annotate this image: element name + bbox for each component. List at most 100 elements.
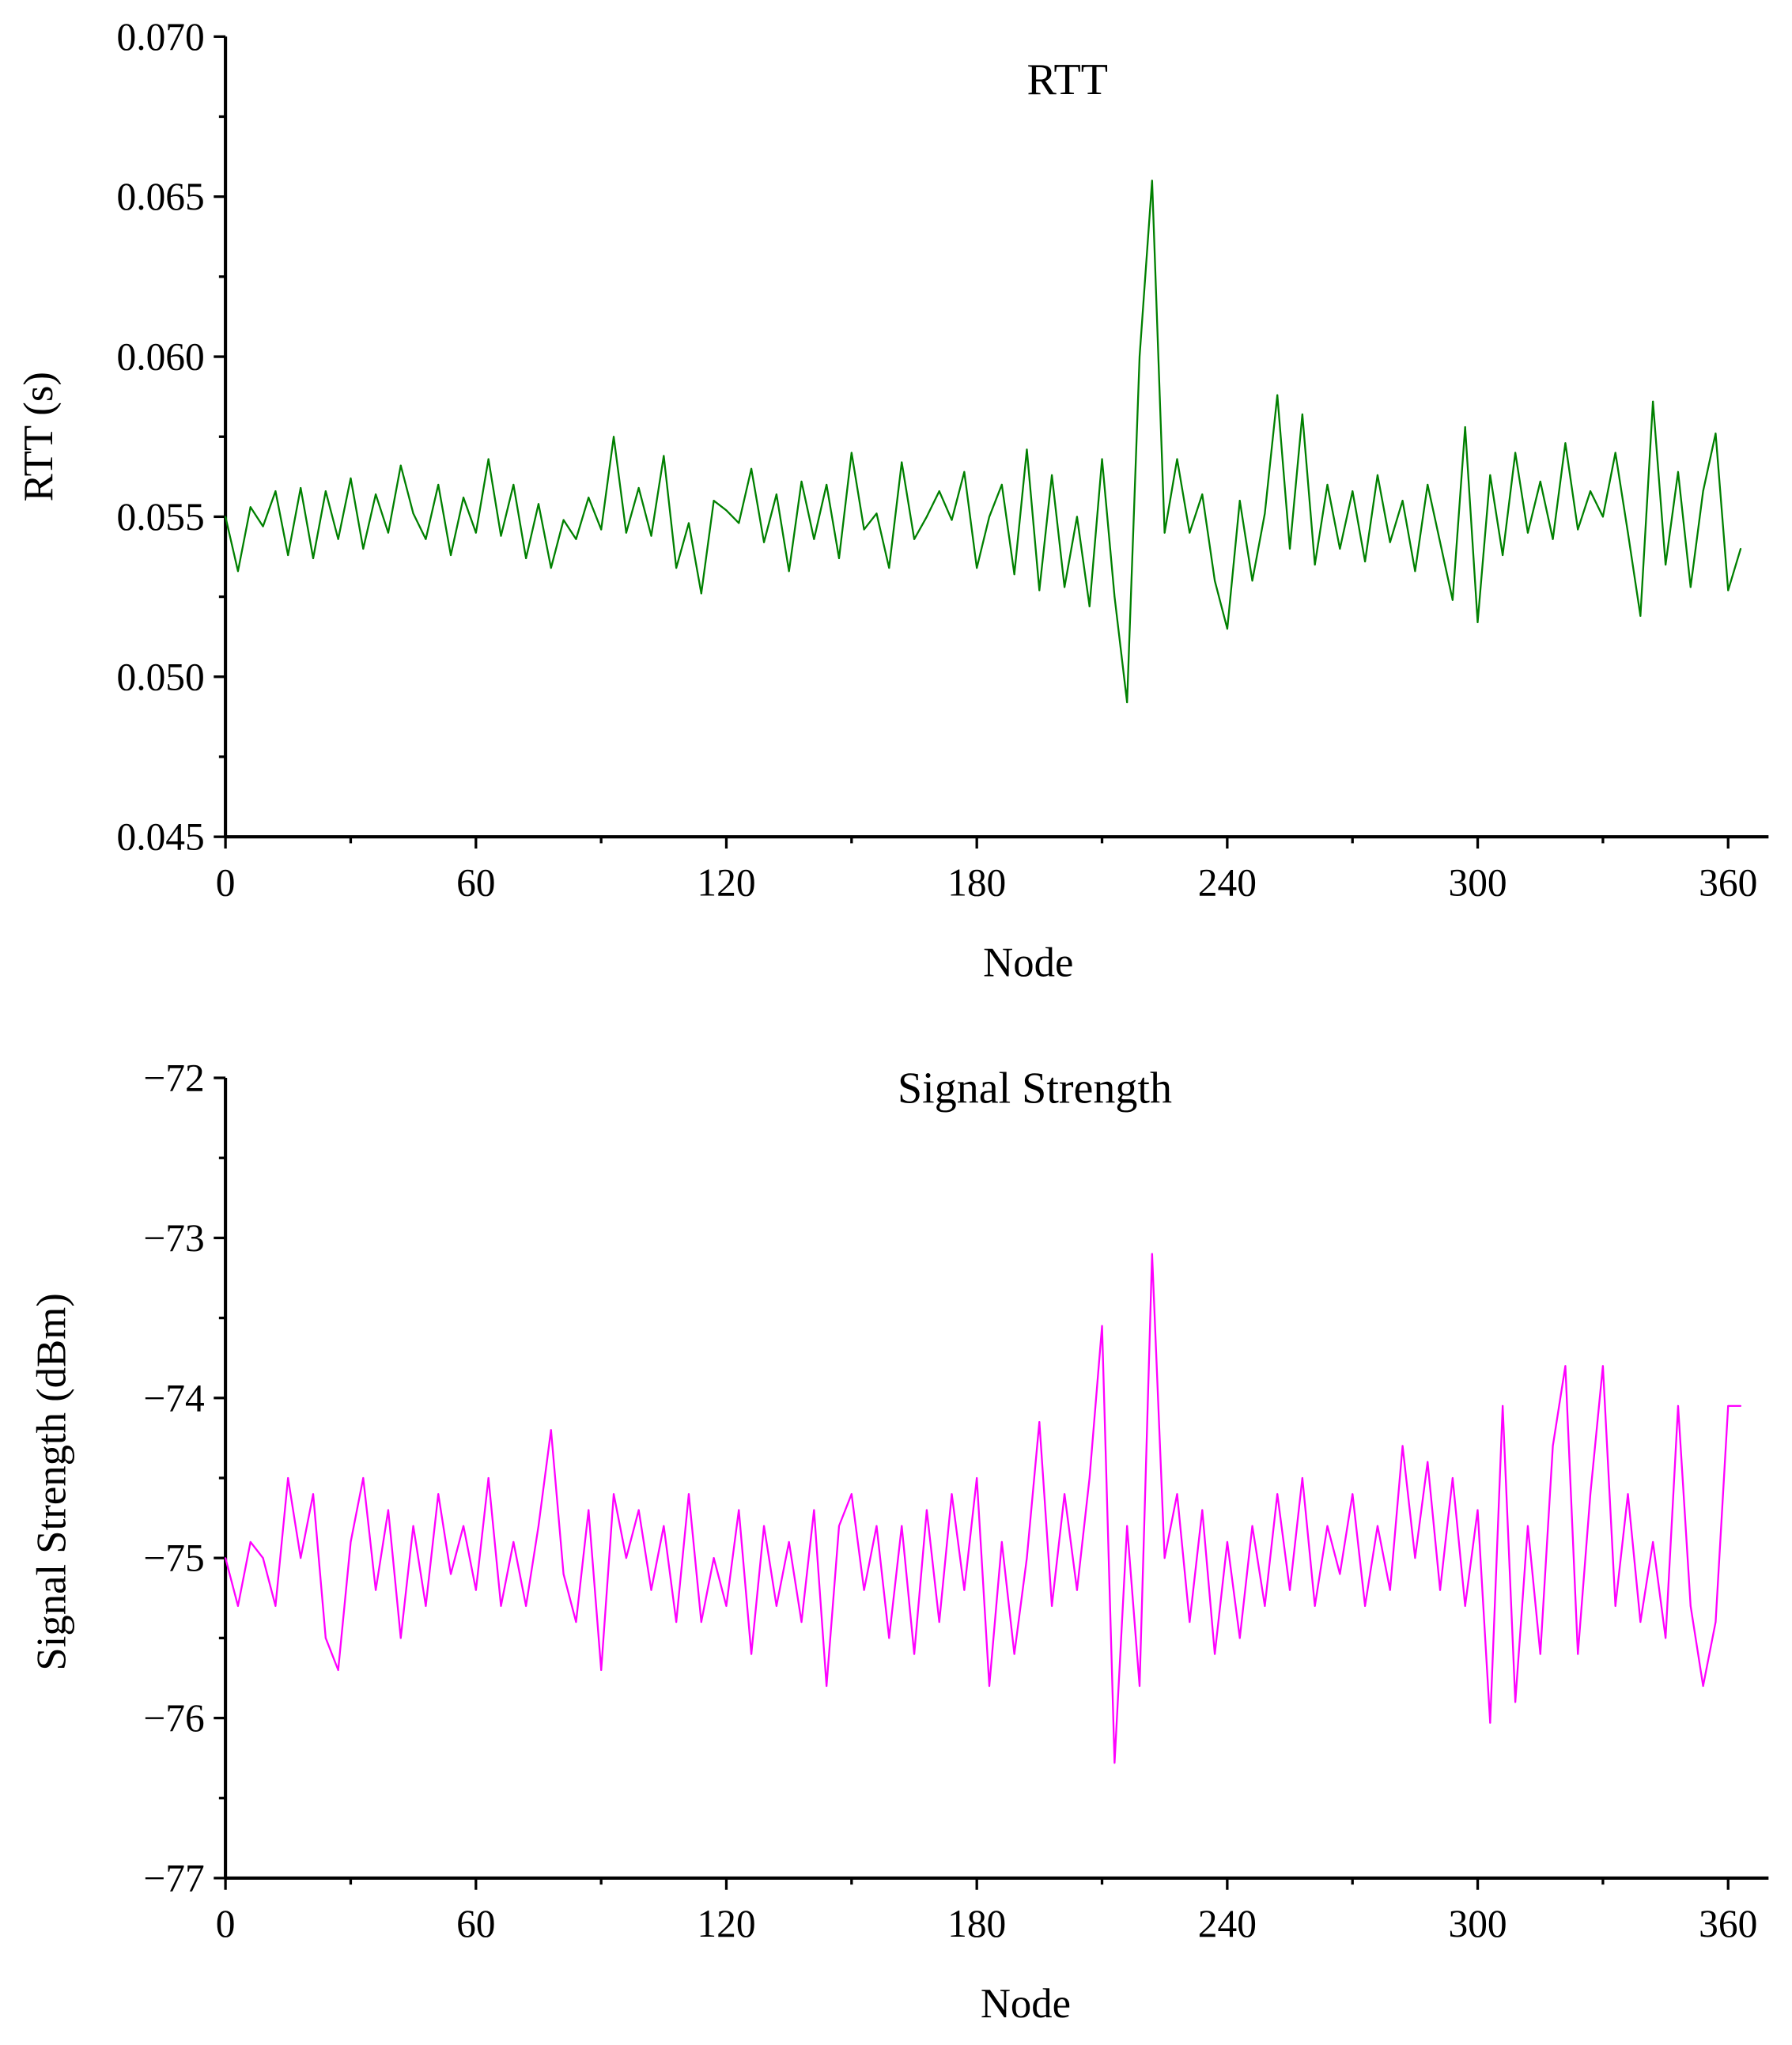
data-point <box>1238 1637 1241 1639</box>
data-point <box>512 483 515 486</box>
data-point <box>1489 1722 1491 1724</box>
data-point <box>1476 621 1479 623</box>
data-point <box>1539 480 1541 482</box>
data-point <box>287 1476 289 1479</box>
data-point <box>1451 599 1454 601</box>
x-tick-label: 180 <box>947 860 1006 904</box>
y-tick-label: 0.070 <box>117 15 205 59</box>
data-point <box>300 486 302 489</box>
data-point <box>1314 1605 1316 1607</box>
x-axis-label: Node <box>981 1981 1071 2027</box>
data-point <box>1314 564 1316 566</box>
data-point <box>262 525 264 527</box>
chart-title: Signal Strength <box>898 1064 1172 1113</box>
data-point <box>1652 1540 1654 1543</box>
data-point <box>863 1589 865 1591</box>
data-point <box>1476 1509 1479 1511</box>
data-point <box>763 1525 765 1527</box>
data-point <box>951 1493 953 1495</box>
data-point <box>425 538 427 540</box>
data-point <box>1000 483 1003 486</box>
data-point <box>951 519 953 521</box>
data-point <box>474 1589 477 1591</box>
data-point <box>1639 1621 1642 1624</box>
y-tick-label: 0.050 <box>117 655 205 698</box>
data-point <box>474 531 477 534</box>
data-point <box>600 1669 603 1671</box>
data-point <box>600 528 603 531</box>
data-point <box>437 1493 440 1495</box>
data-point <box>412 512 414 515</box>
data-point <box>1051 1605 1053 1607</box>
data-point <box>913 538 915 540</box>
data-point <box>1401 1445 1404 1447</box>
data-point <box>425 1605 427 1607</box>
data-point <box>1151 180 1153 182</box>
data-point <box>1264 1605 1266 1607</box>
data-point <box>625 1557 627 1559</box>
data-point <box>1139 1685 1141 1688</box>
data-point <box>1439 1589 1442 1591</box>
data-point <box>1113 1762 1116 1764</box>
y-axis-label: RTT (s) <box>16 372 62 501</box>
y-tick-label: 0.055 <box>117 495 205 539</box>
data-point <box>1038 589 1041 592</box>
data-point <box>1101 458 1103 460</box>
data-point <box>450 554 452 556</box>
data-point <box>838 558 840 560</box>
data-point <box>687 1493 690 1495</box>
data-point <box>1727 589 1730 592</box>
data-point <box>487 458 490 460</box>
data-point <box>375 1589 377 1591</box>
data-point <box>1326 483 1329 486</box>
data-point <box>1189 1621 1191 1624</box>
data-point <box>337 538 339 540</box>
data-point <box>976 1476 978 1479</box>
data-point <box>337 1669 339 1671</box>
data-point <box>262 1557 264 1559</box>
data-point <box>1451 1476 1454 1479</box>
data-point <box>850 452 853 454</box>
data-point <box>1702 1685 1704 1688</box>
data-point <box>1702 490 1704 493</box>
data-point <box>1689 1605 1692 1607</box>
data-point <box>225 516 227 518</box>
data-point <box>838 1525 840 1527</box>
data-point <box>1364 561 1367 563</box>
data-point <box>687 522 690 524</box>
data-point <box>888 567 890 569</box>
data-point <box>362 1476 365 1479</box>
data-point <box>976 567 978 569</box>
data-point <box>1126 701 1129 704</box>
data-point <box>637 486 640 489</box>
data-point <box>1064 586 1066 588</box>
data-point <box>1514 1701 1517 1703</box>
series-line <box>224 1253 1741 1764</box>
data-point <box>362 547 365 550</box>
data-point <box>588 497 590 499</box>
data-point <box>562 1573 565 1575</box>
data-point <box>1139 356 1141 358</box>
data-point <box>1088 605 1091 607</box>
data-point <box>387 531 389 534</box>
data-point <box>1076 1589 1078 1591</box>
data-point <box>1189 531 1191 534</box>
data-point <box>537 503 539 505</box>
data-point <box>1627 1493 1629 1495</box>
data-point <box>1590 1493 1592 1495</box>
data-point <box>1163 531 1166 534</box>
data-point <box>1026 448 1028 451</box>
data-point <box>650 1589 652 1591</box>
data-point <box>637 1509 640 1511</box>
data-point <box>1176 458 1178 460</box>
data-point <box>1502 554 1504 556</box>
data-point <box>1577 528 1579 531</box>
data-point <box>1689 586 1692 588</box>
data-point <box>1464 1605 1466 1607</box>
data-point <box>1326 1525 1329 1527</box>
data-point <box>888 1637 890 1639</box>
data-point <box>1539 1653 1541 1655</box>
data-point <box>675 567 678 569</box>
x-tick-label: 0 <box>216 1902 236 1945</box>
data-point <box>763 541 765 543</box>
